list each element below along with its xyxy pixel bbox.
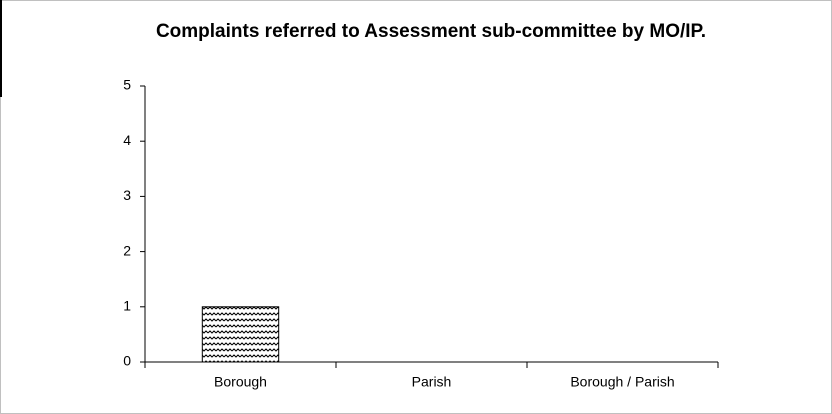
y-tick-label: 0: [123, 353, 131, 369]
y-tick-label: 2: [123, 242, 131, 258]
x-tick-label: Parish: [412, 374, 452, 390]
y-tick-label: 3: [123, 187, 131, 203]
bar: [201, 306, 280, 363]
y-tick-label: 1: [123, 298, 131, 314]
x-tick-label: Borough / Parish: [570, 374, 674, 390]
y-tick-label: 5: [123, 77, 131, 93]
chart-title: Complaints referred to Assessment sub-co…: [155, 21, 707, 42]
x-tick-label: Borough: [214, 374, 267, 390]
y-tick-label: 4: [123, 132, 131, 148]
